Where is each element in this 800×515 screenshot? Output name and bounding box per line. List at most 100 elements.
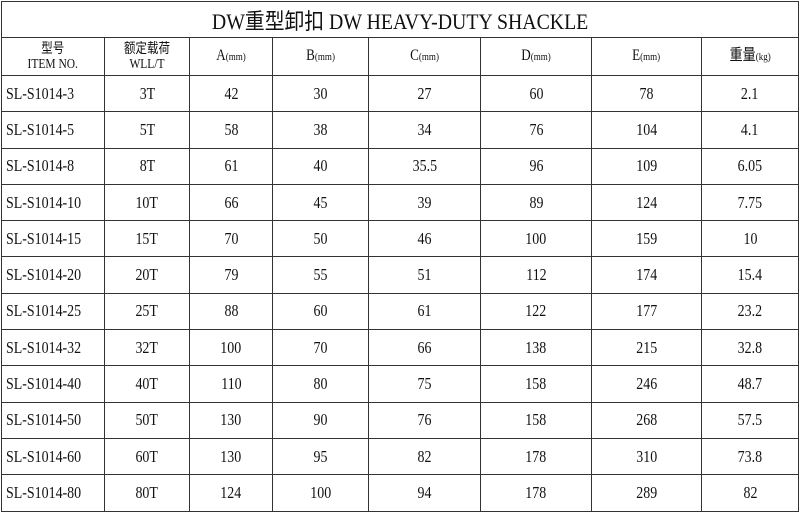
cell-weight: 73.8 <box>700 437 800 476</box>
cell-a: 88 <box>189 292 273 331</box>
cell-wll: 80T <box>104 474 190 512</box>
cell-item-no: SL-S1014-15 <box>1 220 105 258</box>
table-row: SL-S1014-3 3T 42 30 27 60 78 2.1 <box>1 74 800 113</box>
cell-e: 104 <box>591 111 702 149</box>
header-c: C(mm) <box>368 37 481 76</box>
cell-wll: 25T <box>104 292 190 331</box>
cell-weight: 10 <box>700 220 800 258</box>
cell-c: 51 <box>368 256 481 294</box>
cell-d: 158 <box>480 401 592 439</box>
cell-wll: 20T <box>104 256 190 294</box>
cell-weight: 82 <box>700 474 800 512</box>
cell-d: 76 <box>480 111 592 149</box>
cell-d: 60 <box>480 74 592 113</box>
table-row: SL-S1014-80 80T 124 100 94 178 289 82 <box>1 474 800 512</box>
cell-b: 95 <box>272 437 369 476</box>
cell-a: 58 <box>189 111 273 149</box>
cell-b: 45 <box>272 183 369 222</box>
cell-wll: 5T <box>104 111 190 149</box>
cell-c: 39 <box>368 183 481 222</box>
cell-weight: 23.2 <box>700 292 800 331</box>
cell-a: 42 <box>189 74 273 113</box>
header-row: 型号 ITEM NO. 额定载荷 WLL/T A(mm) B(mm) C(mm) D… <box>1 37 800 76</box>
cell-item-no: SL-S1014-60 <box>1 437 105 476</box>
cell-d: 89 <box>480 183 592 222</box>
cell-e: 310 <box>591 437 702 476</box>
cell-item-no: SL-S1014-20 <box>1 256 105 294</box>
cell-d: 112 <box>480 256 592 294</box>
cell-b: 80 <box>272 365 369 403</box>
cell-b: 55 <box>272 256 369 294</box>
cell-a: 70 <box>189 220 273 258</box>
table-title: DW重型卸扣 DW HEAVY-DUTY SHACKLE <box>0 1 800 38</box>
header-a: A(mm) <box>189 37 273 76</box>
table-row: SL-S1014-5 5T 58 38 34 76 104 4.1 <box>1 111 800 149</box>
cell-wll: 50T <box>104 401 190 439</box>
table-row: SL-S1014-10 10T 66 45 39 89 124 7.75 <box>1 183 800 222</box>
cell-d: 96 <box>480 147 592 185</box>
cell-b: 38 <box>272 111 369 149</box>
table-row: SL-S1014-50 50T 130 90 76 158 268 57.5 <box>1 401 800 439</box>
cell-e: 177 <box>591 292 702 331</box>
cell-e: 174 <box>591 256 702 294</box>
cell-item-no: SL-S1014-40 <box>1 365 105 403</box>
cell-d: 122 <box>480 292 592 331</box>
table-row: SL-S1014-40 40T 110 80 75 158 246 48.7 <box>1 365 800 403</box>
table-row: SL-S1014-25 25T 88 60 61 122 177 23.2 <box>1 292 800 331</box>
cell-b: 100 <box>272 474 369 512</box>
cell-item-no: SL-S1014-8 <box>1 147 105 185</box>
cell-weight: 4.1 <box>700 111 800 149</box>
header-wll: 额定载荷 WLL/T <box>104 37 190 76</box>
cell-c: 35.5 <box>368 147 481 185</box>
cell-weight: 7.75 <box>700 183 800 222</box>
cell-d: 138 <box>480 329 592 367</box>
cell-item-no: SL-S1014-25 <box>1 292 105 331</box>
cell-e: 124 <box>591 183 702 222</box>
table-row: SL-S1014-8 8T 61 40 35.5 96 109 6.05 <box>1 147 800 185</box>
cell-c: 66 <box>368 329 481 367</box>
cell-c: 46 <box>368 220 481 258</box>
cell-a: 124 <box>189 474 273 512</box>
cell-c: 82 <box>368 437 481 476</box>
cell-b: 50 <box>272 220 369 258</box>
cell-d: 158 <box>480 365 592 403</box>
cell-e: 78 <box>591 74 702 113</box>
table-row: SL-S1014-15 15T 70 50 46 100 159 10 <box>1 220 800 258</box>
cell-a: 100 <box>189 329 273 367</box>
cell-d: 100 <box>480 220 592 258</box>
cell-c: 76 <box>368 401 481 439</box>
cell-e: 159 <box>591 220 702 258</box>
cell-wll: 40T <box>104 365 190 403</box>
cell-wll: 8T <box>104 147 190 185</box>
cell-d: 178 <box>480 437 592 476</box>
cell-a: 61 <box>189 147 273 185</box>
cell-weight: 32.8 <box>700 329 800 367</box>
cell-wll: 32T <box>104 329 190 367</box>
cell-weight: 57.5 <box>700 401 800 439</box>
cell-item-no: SL-S1014-3 <box>1 74 105 113</box>
cell-c: 94 <box>368 474 481 512</box>
cell-c: 75 <box>368 365 481 403</box>
cell-item-no: SL-S1014-50 <box>1 401 105 439</box>
cell-e: 109 <box>591 147 702 185</box>
cell-c: 27 <box>368 74 481 113</box>
table-row: SL-S1014-32 32T 100 70 66 138 215 32.8 <box>1 329 800 367</box>
cell-wll: 60T <box>104 437 190 476</box>
cell-weight: 6.05 <box>700 147 800 185</box>
table-row: SL-S1014-20 20T 79 55 51 112 174 15.4 <box>1 256 800 294</box>
cell-c: 61 <box>368 292 481 331</box>
cell-item-no: SL-S1014-10 <box>1 183 105 222</box>
header-d: D(mm) <box>480 37 592 76</box>
cell-e: 289 <box>591 474 702 512</box>
cell-b: 30 <box>272 74 369 113</box>
cell-wll: 15T <box>104 220 190 258</box>
cell-wll: 10T <box>104 183 190 222</box>
cell-a: 110 <box>189 365 273 403</box>
cell-a: 79 <box>189 256 273 294</box>
cell-b: 60 <box>272 292 369 331</box>
cell-item-no: SL-S1014-32 <box>1 329 105 367</box>
cell-d: 178 <box>480 474 592 512</box>
cell-weight: 15.4 <box>700 256 800 294</box>
cell-b: 70 <box>272 329 369 367</box>
